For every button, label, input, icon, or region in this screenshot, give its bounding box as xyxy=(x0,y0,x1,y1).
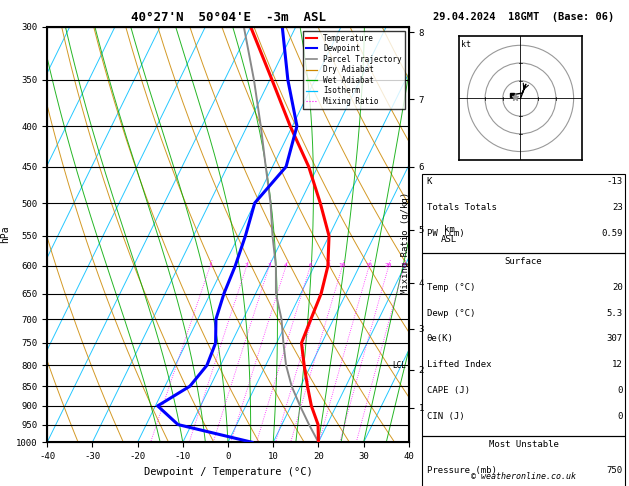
Text: Temp (°C): Temp (°C) xyxy=(426,283,475,292)
Legend: Temperature, Dewpoint, Parcel Trajectory, Dry Adiabat, Wet Adiabat, Isotherm, Mi: Temperature, Dewpoint, Parcel Trajectory… xyxy=(303,31,405,109)
Text: Surface: Surface xyxy=(505,257,542,266)
Text: 12: 12 xyxy=(612,360,623,369)
Text: 29.04.2024  18GMT  (Base: 06): 29.04.2024 18GMT (Base: 06) xyxy=(433,12,615,22)
Text: PW (cm): PW (cm) xyxy=(426,229,464,238)
Text: 23: 23 xyxy=(612,203,623,212)
Text: Mixing Ratio (g/kg): Mixing Ratio (g/kg) xyxy=(401,192,410,294)
Text: © weatheronline.co.uk: © weatheronline.co.uk xyxy=(471,472,576,481)
Text: 2: 2 xyxy=(245,263,248,268)
Text: 0: 0 xyxy=(617,386,623,395)
Text: 20: 20 xyxy=(612,283,623,292)
Text: 10: 10 xyxy=(338,263,346,268)
Y-axis label: hPa: hPa xyxy=(1,226,11,243)
Text: LCL: LCL xyxy=(392,361,406,370)
Text: Most Unstable: Most Unstable xyxy=(489,440,559,449)
Text: 307: 307 xyxy=(606,334,623,344)
Text: 750: 750 xyxy=(606,466,623,475)
Text: 20: 20 xyxy=(385,263,392,268)
Text: 3: 3 xyxy=(267,263,271,268)
Text: Lifted Index: Lifted Index xyxy=(426,360,491,369)
Text: 25: 25 xyxy=(401,263,408,268)
Text: 6: 6 xyxy=(308,263,312,268)
Text: Pressure (mb): Pressure (mb) xyxy=(426,466,496,475)
Text: kt: kt xyxy=(461,40,471,49)
Text: CIN (J): CIN (J) xyxy=(426,412,464,421)
Text: 5.3: 5.3 xyxy=(606,309,623,318)
Text: 15: 15 xyxy=(365,263,373,268)
Text: 4: 4 xyxy=(284,263,288,268)
Bar xyxy=(423,174,625,253)
Text: Dewp (°C): Dewp (°C) xyxy=(426,309,475,318)
Text: Totals Totals: Totals Totals xyxy=(426,203,496,212)
Title: 40°27'N  50°04'E  -3m  ASL: 40°27'N 50°04'E -3m ASL xyxy=(130,11,326,24)
Text: 0.59: 0.59 xyxy=(601,229,623,238)
Y-axis label: km
ASL: km ASL xyxy=(441,225,457,244)
Text: 0: 0 xyxy=(617,412,623,421)
Text: K: K xyxy=(426,177,432,187)
Text: -13: -13 xyxy=(606,177,623,187)
Text: 8: 8 xyxy=(326,263,330,268)
X-axis label: Dewpoint / Temperature (°C): Dewpoint / Temperature (°C) xyxy=(143,467,313,477)
Bar xyxy=(423,253,625,436)
Text: CAPE (J): CAPE (J) xyxy=(426,386,470,395)
Text: θe(K): θe(K) xyxy=(426,334,454,344)
Text: 1: 1 xyxy=(208,263,212,268)
Bar xyxy=(423,436,625,486)
